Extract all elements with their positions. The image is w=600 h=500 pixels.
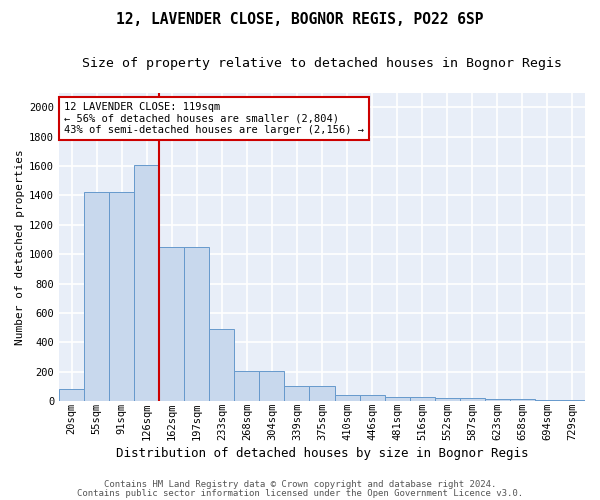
Bar <box>109 192 134 401</box>
Title: Size of property relative to detached houses in Bognor Regis: Size of property relative to detached ho… <box>82 58 562 70</box>
Text: 12, LAVENDER CLOSE, BOGNOR REGIS, PO22 6SP: 12, LAVENDER CLOSE, BOGNOR REGIS, PO22 6… <box>116 12 484 28</box>
Bar <box>235 371 259 401</box>
Bar <box>560 400 585 401</box>
Bar <box>184 247 209 401</box>
Bar <box>59 390 84 401</box>
Bar <box>284 386 310 401</box>
Bar <box>259 371 284 401</box>
Bar <box>310 386 335 401</box>
Bar <box>410 398 435 401</box>
Text: Contains HM Land Registry data © Crown copyright and database right 2024.: Contains HM Land Registry data © Crown c… <box>104 480 496 489</box>
X-axis label: Distribution of detached houses by size in Bognor Regis: Distribution of detached houses by size … <box>116 447 528 460</box>
Text: 12 LAVENDER CLOSE: 119sqm
← 56% of detached houses are smaller (2,804)
43% of se: 12 LAVENDER CLOSE: 119sqm ← 56% of detac… <box>64 102 364 135</box>
Bar <box>84 192 109 401</box>
Y-axis label: Number of detached properties: Number of detached properties <box>15 149 25 344</box>
Bar <box>209 329 235 401</box>
Bar <box>335 396 359 401</box>
Bar <box>510 399 535 401</box>
Text: Contains public sector information licensed under the Open Government Licence v3: Contains public sector information licen… <box>77 489 523 498</box>
Bar <box>460 398 485 401</box>
Bar <box>535 400 560 401</box>
Bar <box>485 399 510 401</box>
Bar <box>134 164 159 401</box>
Bar <box>435 398 460 401</box>
Bar <box>159 247 184 401</box>
Bar <box>359 396 385 401</box>
Bar <box>385 398 410 401</box>
